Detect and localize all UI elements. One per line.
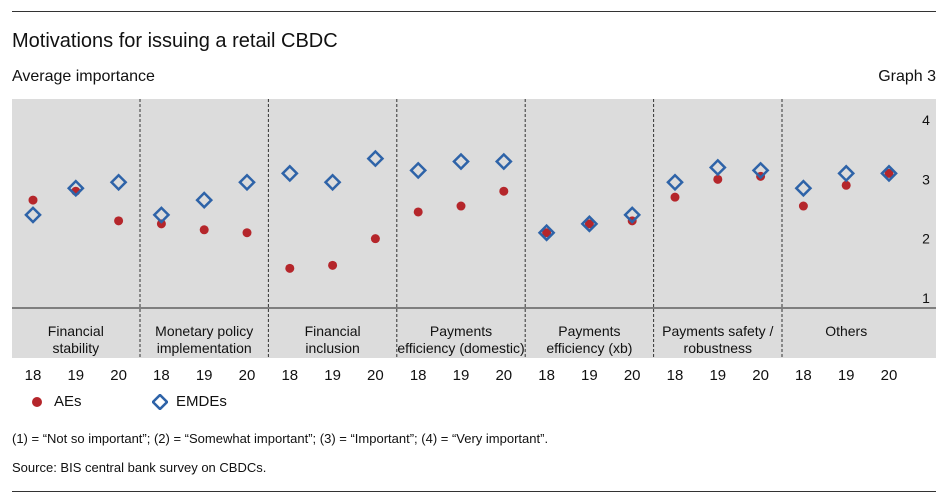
- x-tick-label: 18: [795, 367, 812, 384]
- x-tick-label: 20: [367, 367, 384, 384]
- aes-point: [884, 168, 894, 178]
- aes-point: [670, 192, 680, 202]
- aes-point: [499, 186, 509, 196]
- aes-point: [841, 180, 851, 190]
- graph-number: Graph 3: [878, 68, 936, 85]
- bottom-rule: [12, 491, 936, 492]
- emdes-point: [109, 173, 128, 192]
- category-label: inclusion: [305, 340, 359, 356]
- x-tick-label: 18: [281, 367, 298, 384]
- y-tick-label: 2: [922, 231, 930, 247]
- x-tick-label: 19: [67, 367, 84, 384]
- aes-point: [328, 260, 338, 270]
- emdes-point: [708, 158, 727, 177]
- emdes-point: [152, 206, 171, 224]
- category-label: Financial: [305, 323, 361, 339]
- x-tick-label: 19: [581, 367, 598, 384]
- aes-point: [584, 219, 594, 229]
- aes-point: [370, 234, 380, 244]
- x-tick-label: 20: [239, 367, 256, 384]
- x-tick-label: 20: [495, 367, 512, 384]
- x-tick-label: 20: [752, 367, 769, 384]
- x-tick-label: 18: [538, 367, 555, 384]
- x-tick-label: 18: [153, 367, 170, 384]
- category-label: Others: [825, 323, 867, 339]
- emdes-point: [409, 161, 428, 180]
- emdes-point: [837, 164, 856, 183]
- aes-point: [285, 263, 295, 273]
- aes-point: [199, 225, 209, 235]
- category-label: Payments: [558, 323, 620, 339]
- category-label: efficiency (xb): [546, 340, 632, 356]
- legend-item-emdes: EMDEs: [152, 393, 227, 410]
- top-rule: [12, 11, 936, 12]
- emdes-point: [195, 191, 214, 209]
- x-tick-label: 19: [196, 367, 213, 384]
- legend-label-aes: AEs: [54, 393, 82, 410]
- importance-scale-note: (1) = “Not so important”; (2) = “Somewha…: [12, 431, 549, 446]
- x-tick-label: 19: [453, 367, 470, 384]
- category-label: Payments safety /: [662, 323, 773, 339]
- aes-point: [798, 201, 808, 211]
- x-tick-label: 18: [410, 367, 427, 384]
- chart-subtitle: Average importance: [12, 68, 155, 85]
- emdes-point: [794, 179, 813, 198]
- emdes-point: [24, 206, 42, 224]
- category-label: robustness: [684, 340, 752, 356]
- x-tick-label: 20: [624, 367, 641, 384]
- y-tick-label: 3: [922, 171, 930, 187]
- x-tick-label: 19: [709, 367, 726, 384]
- y-tick-label: 4: [922, 112, 930, 128]
- emdes-point: [238, 173, 256, 192]
- aes-point: [413, 207, 423, 217]
- x-tick-label: 19: [324, 367, 341, 384]
- legend-item-aes: AEs: [30, 393, 82, 410]
- aes-point: [456, 201, 466, 211]
- category-label: implementation: [157, 340, 252, 356]
- legend-label-emdes: EMDEs: [176, 393, 227, 410]
- category-label: Monetary policy: [155, 323, 253, 339]
- aes-marker-icon: [32, 396, 42, 407]
- emdes-point: [452, 152, 470, 171]
- emdes-point: [623, 206, 642, 224]
- emdes-point: [280, 164, 299, 183]
- x-tick-label: 18: [667, 367, 684, 384]
- aes-point: [28, 195, 38, 205]
- x-tick-label: 19: [838, 367, 855, 384]
- x-tick-label: 18: [25, 367, 42, 384]
- emdes-point: [880, 164, 898, 183]
- emdes-point: [366, 149, 385, 168]
- source-note: Source: BIS central bank survey on CBDCs…: [12, 460, 267, 475]
- x-tick-label: 20: [110, 367, 127, 384]
- emdes-marker-icon: [152, 393, 168, 410]
- aes-point: [542, 228, 552, 238]
- emdes-point: [537, 223, 556, 242]
- aes-point: [114, 216, 124, 226]
- aes-point: [156, 219, 166, 229]
- plot-background: [12, 99, 936, 308]
- category-label: Payments: [430, 323, 492, 339]
- emdes-point: [751, 161, 770, 180]
- x-tick-label: 20: [881, 367, 898, 384]
- emdes-point: [323, 173, 342, 192]
- emdes-point: [580, 214, 599, 233]
- category-label: stability: [52, 340, 99, 356]
- category-label: efficiency (domestic): [397, 340, 524, 356]
- emdes-point: [66, 179, 85, 198]
- aes-point: [713, 174, 723, 184]
- y-tick-label: 1: [922, 290, 930, 306]
- aes-point: [242, 228, 252, 238]
- emdes-point: [494, 152, 513, 171]
- chart-title: Motivations for issuing a retail CBDC: [12, 30, 338, 52]
- category-label: Financial: [48, 323, 104, 339]
- emdes-point: [666, 173, 684, 192]
